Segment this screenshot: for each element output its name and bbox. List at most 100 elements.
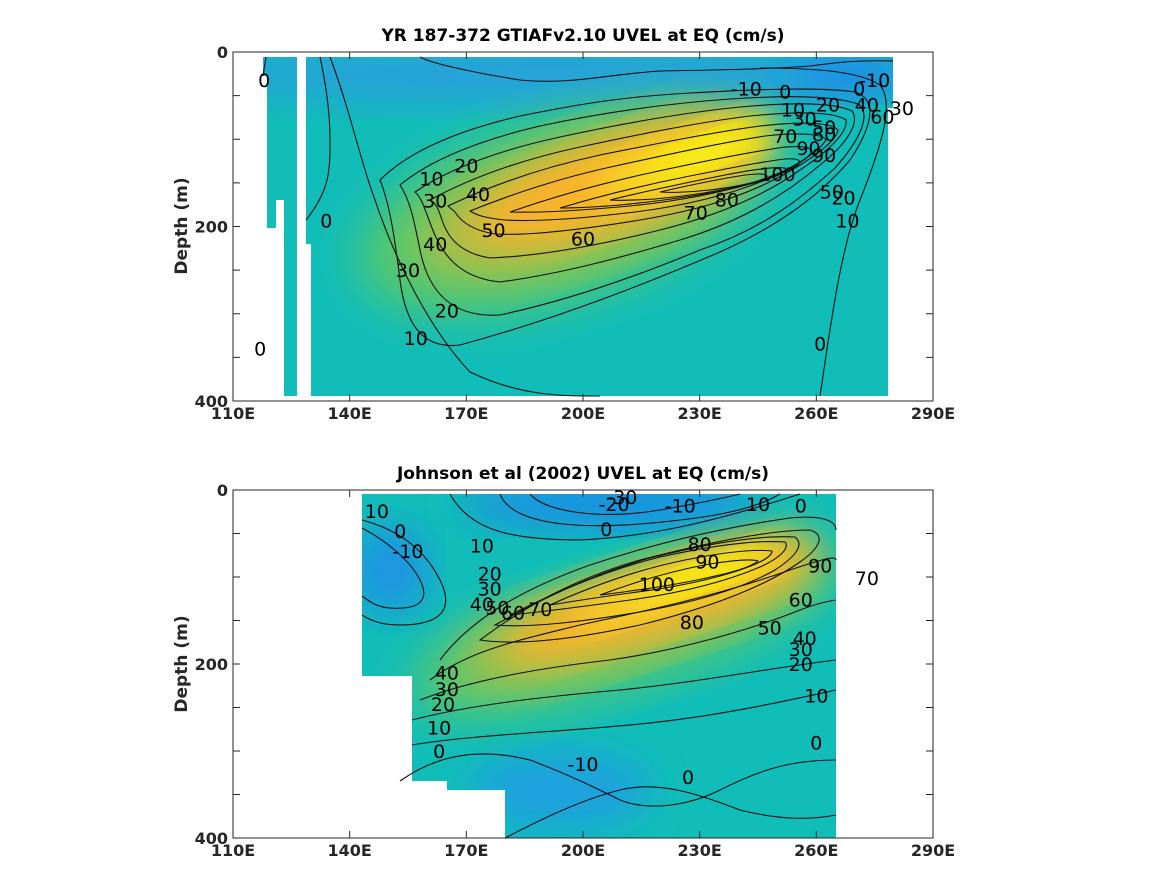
y-tick-label: 400 (195, 392, 228, 411)
contour-label: 80 (680, 612, 704, 634)
contour-label: 90 (695, 551, 719, 573)
contour-label: 30 (789, 639, 813, 661)
contour-label: 0 (600, 519, 612, 541)
contour-label: -30 (606, 487, 637, 509)
bottom-velocity-field (362, 494, 836, 838)
contour-label: 10 (781, 100, 805, 122)
contour-label: 10 (835, 210, 859, 232)
contour-label: 40 (793, 628, 817, 650)
contour-label: 50 (485, 597, 509, 619)
contour-label: -10 (392, 541, 423, 563)
contour-label: 0 (433, 741, 445, 763)
contour-label: 0 (394, 521, 406, 543)
contour-label: 90 (796, 138, 820, 160)
x-tick-label: 230E (678, 841, 722, 860)
x-tick-label: 170E (444, 841, 488, 860)
contour-label: 30 (396, 260, 420, 282)
contour-label: 40 (855, 94, 879, 116)
contour-label: 30 (423, 190, 447, 212)
top-panel: YR 187-372 GTIAFv2.10 UVEL at EQ (cm/s) (172, 26, 955, 423)
contour-label: 30 (793, 108, 817, 130)
x-tick-label: 140E (328, 404, 372, 423)
y-tick-label: 0 (217, 43, 228, 62)
contour-label: 50 (820, 182, 844, 204)
contour-label: 100 (759, 164, 795, 186)
contour-label: 80 (812, 124, 836, 146)
contour-label: 0 (779, 81, 791, 103)
contour-label: 0 (795, 496, 807, 518)
contour-label: 0 (810, 732, 822, 754)
x-tick-label: 200E (561, 404, 605, 423)
bottom-panel-title: Johnson et al (2002) UVEL at EQ (cm/s) (396, 464, 769, 484)
x-tick-label: 200E (561, 841, 605, 860)
contour-label: 10 (470, 536, 494, 558)
contour-label: 20 (435, 300, 459, 322)
contour-label: 10 (746, 494, 770, 516)
contour-label: 30 (478, 578, 502, 600)
contour-label: 40 (435, 663, 459, 685)
contour-label: 30 (890, 98, 914, 120)
contour-label: 20 (816, 94, 840, 116)
contour-label: 20 (431, 694, 455, 716)
x-tick-label: 260E (794, 841, 838, 860)
contour-label: -10 (665, 496, 696, 518)
x-tick-label: 290E (911, 841, 955, 860)
contour-label: 40 (470, 594, 494, 616)
contour-label: 10 (365, 501, 389, 523)
contour-label: 40 (423, 234, 447, 256)
contour-label: 20 (789, 654, 813, 676)
y-tick-label: 200 (195, 655, 228, 674)
contour-label: 100 (639, 574, 675, 596)
top-panel-title: YR 187-372 GTIAFv2.10 UVEL at EQ (cm/s) (380, 26, 784, 46)
contour-label: 20 (454, 155, 478, 177)
contour-label: 80 (715, 189, 739, 211)
x-tick-label: 170E (444, 404, 488, 423)
contour-label: 90 (808, 556, 832, 578)
bottom-panel: Johnson et al (2002) UVEL at EQ (cm/s) (172, 464, 955, 860)
contour-label: 0 (258, 70, 270, 92)
contour-label: 0 (853, 79, 865, 101)
contour-label: 10 (419, 169, 443, 191)
contour-label: 70 (528, 599, 552, 621)
x-tick-label: 140E (328, 841, 372, 860)
contour-label: 80 (688, 534, 712, 556)
contour-label: 90 (812, 145, 836, 167)
bottom-y-axis-label: Depth (m) (172, 615, 192, 712)
y-tick-label: 200 (195, 218, 228, 237)
x-tick-label: 230E (678, 404, 722, 423)
top-contour-lines (262, 56, 894, 397)
contour-label: 0 (320, 210, 332, 232)
x-tick-label: 110E (211, 841, 255, 860)
contour-label: 60 (571, 229, 595, 251)
y-tick-label: 0 (217, 481, 228, 500)
contour-label: 60 (501, 603, 525, 625)
contour-label: 0 (814, 333, 826, 355)
contour-label: 60 (870, 107, 894, 129)
y-tick-label: 400 (195, 829, 228, 848)
contour-label: 70 (855, 568, 879, 590)
contour-label: 20 (478, 564, 502, 586)
x-tick-label: 260E (794, 404, 838, 423)
contour-label: 0 (254, 339, 266, 361)
contour-label: -20 (599, 494, 630, 516)
contour-label: 50 (481, 220, 505, 242)
contour-label: 40 (466, 184, 490, 206)
contour-label: 70 (684, 203, 708, 225)
x-tick-label: 110E (211, 404, 255, 423)
contour-label: -10 (731, 79, 762, 101)
contour-label: 20 (831, 188, 855, 210)
contour-label: 60 (789, 590, 813, 612)
contour-label: 30 (435, 679, 459, 701)
contour-label: 70 (773, 126, 797, 148)
contour-label: -10 (859, 70, 890, 92)
contour-label: 10 (427, 718, 451, 740)
contour-label: 10 (804, 685, 828, 707)
contour-label: -10 (567, 754, 598, 776)
contour-label: 50 (758, 617, 782, 639)
contour-label: 0 (682, 767, 694, 789)
bottom-contour-lines (361, 493, 837, 839)
